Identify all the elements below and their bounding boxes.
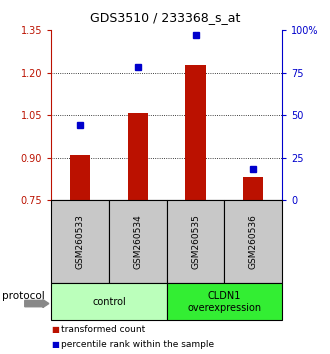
- Text: control: control: [92, 297, 126, 307]
- Bar: [70, 155, 90, 200]
- Text: transformed count: transformed count: [61, 325, 145, 335]
- Text: GSM260535: GSM260535: [191, 214, 200, 269]
- Text: GSM260533: GSM260533: [76, 214, 84, 269]
- Bar: [243, 177, 263, 200]
- Bar: [185, 65, 206, 200]
- Text: ■: ■: [51, 325, 59, 335]
- Text: ■: ■: [51, 339, 59, 349]
- Text: GSM260534: GSM260534: [133, 214, 142, 269]
- Text: GSM260536: GSM260536: [249, 214, 258, 269]
- Text: CLDN1
overexpression: CLDN1 overexpression: [187, 291, 261, 313]
- Text: percentile rank within the sample: percentile rank within the sample: [61, 339, 214, 349]
- Text: protocol: protocol: [2, 291, 45, 302]
- Bar: [128, 113, 148, 200]
- Text: GDS3510 / 233368_s_at: GDS3510 / 233368_s_at: [90, 11, 240, 24]
